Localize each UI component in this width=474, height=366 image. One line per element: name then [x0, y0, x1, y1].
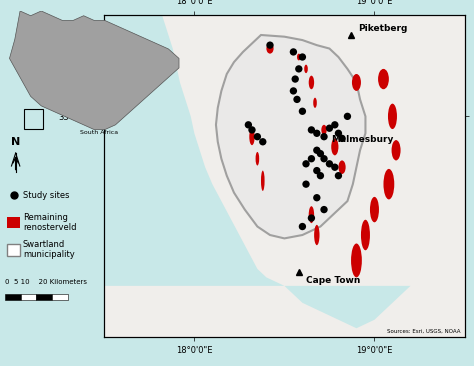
Point	[338, 135, 346, 141]
Ellipse shape	[361, 220, 370, 250]
Point	[293, 97, 301, 102]
Ellipse shape	[392, 140, 401, 160]
Ellipse shape	[309, 206, 314, 223]
Point	[292, 76, 299, 82]
Ellipse shape	[378, 69, 389, 89]
Point	[290, 49, 297, 55]
Point	[313, 168, 320, 173]
Text: Swartland
municipality: Swartland municipality	[23, 240, 75, 259]
Text: Malmesbury: Malmesbury	[331, 135, 393, 144]
Ellipse shape	[309, 76, 314, 89]
Bar	[21, 294, 36, 300]
Ellipse shape	[255, 152, 259, 165]
Polygon shape	[104, 15, 465, 337]
Bar	[52, 294, 68, 300]
Point	[313, 130, 320, 136]
Point	[308, 215, 315, 221]
Point	[326, 161, 333, 167]
Text: 0  5 10    20 Kilometers: 0 5 10 20 Kilometers	[5, 279, 87, 285]
Point	[308, 156, 315, 162]
Ellipse shape	[352, 74, 361, 91]
Point	[290, 88, 297, 94]
Point	[302, 161, 310, 167]
Point	[248, 127, 256, 133]
Bar	[36, 294, 52, 300]
Point	[299, 54, 306, 60]
Point	[266, 42, 274, 48]
Point	[245, 122, 252, 128]
Ellipse shape	[321, 125, 327, 135]
Ellipse shape	[297, 54, 301, 60]
Point	[313, 195, 320, 201]
Point	[254, 134, 261, 139]
Text: Remaining
renosterveld: Remaining renosterveld	[23, 213, 76, 232]
Ellipse shape	[383, 169, 394, 199]
Point	[308, 127, 315, 133]
Point	[313, 147, 320, 153]
Polygon shape	[216, 35, 365, 238]
Point	[344, 113, 351, 119]
Ellipse shape	[304, 65, 308, 73]
Point	[299, 108, 306, 114]
Point	[259, 139, 266, 145]
Polygon shape	[104, 15, 410, 337]
Ellipse shape	[331, 138, 338, 155]
Point	[331, 164, 338, 170]
Point	[302, 181, 310, 187]
Bar	[7, 217, 20, 228]
Bar	[5, 294, 21, 300]
Text: South Africa: South Africa	[81, 130, 118, 135]
Point	[335, 130, 342, 136]
Text: N: N	[11, 137, 20, 147]
Text: Study sites: Study sites	[23, 191, 70, 199]
Point	[320, 156, 328, 162]
Text: Cape Town: Cape Town	[306, 276, 360, 285]
Point	[295, 66, 302, 72]
Point	[320, 134, 328, 139]
Point	[326, 125, 333, 131]
Point	[331, 122, 338, 128]
Ellipse shape	[351, 243, 362, 277]
Point	[317, 151, 324, 157]
Ellipse shape	[266, 44, 273, 54]
Bar	[24, 109, 44, 128]
Point	[317, 173, 324, 179]
Ellipse shape	[370, 197, 379, 222]
Text: Sources: Esri, USGS, NOAA: Sources: Esri, USGS, NOAA	[387, 329, 461, 333]
Ellipse shape	[313, 98, 317, 108]
Ellipse shape	[388, 104, 397, 129]
Bar	[7, 244, 20, 255]
Point	[299, 224, 306, 229]
Text: Piketberg: Piketberg	[358, 24, 407, 33]
Ellipse shape	[314, 225, 319, 245]
Ellipse shape	[338, 160, 346, 174]
Point	[320, 207, 328, 213]
Ellipse shape	[261, 171, 264, 191]
Ellipse shape	[249, 128, 255, 145]
Point	[335, 173, 342, 179]
Polygon shape	[9, 11, 179, 130]
